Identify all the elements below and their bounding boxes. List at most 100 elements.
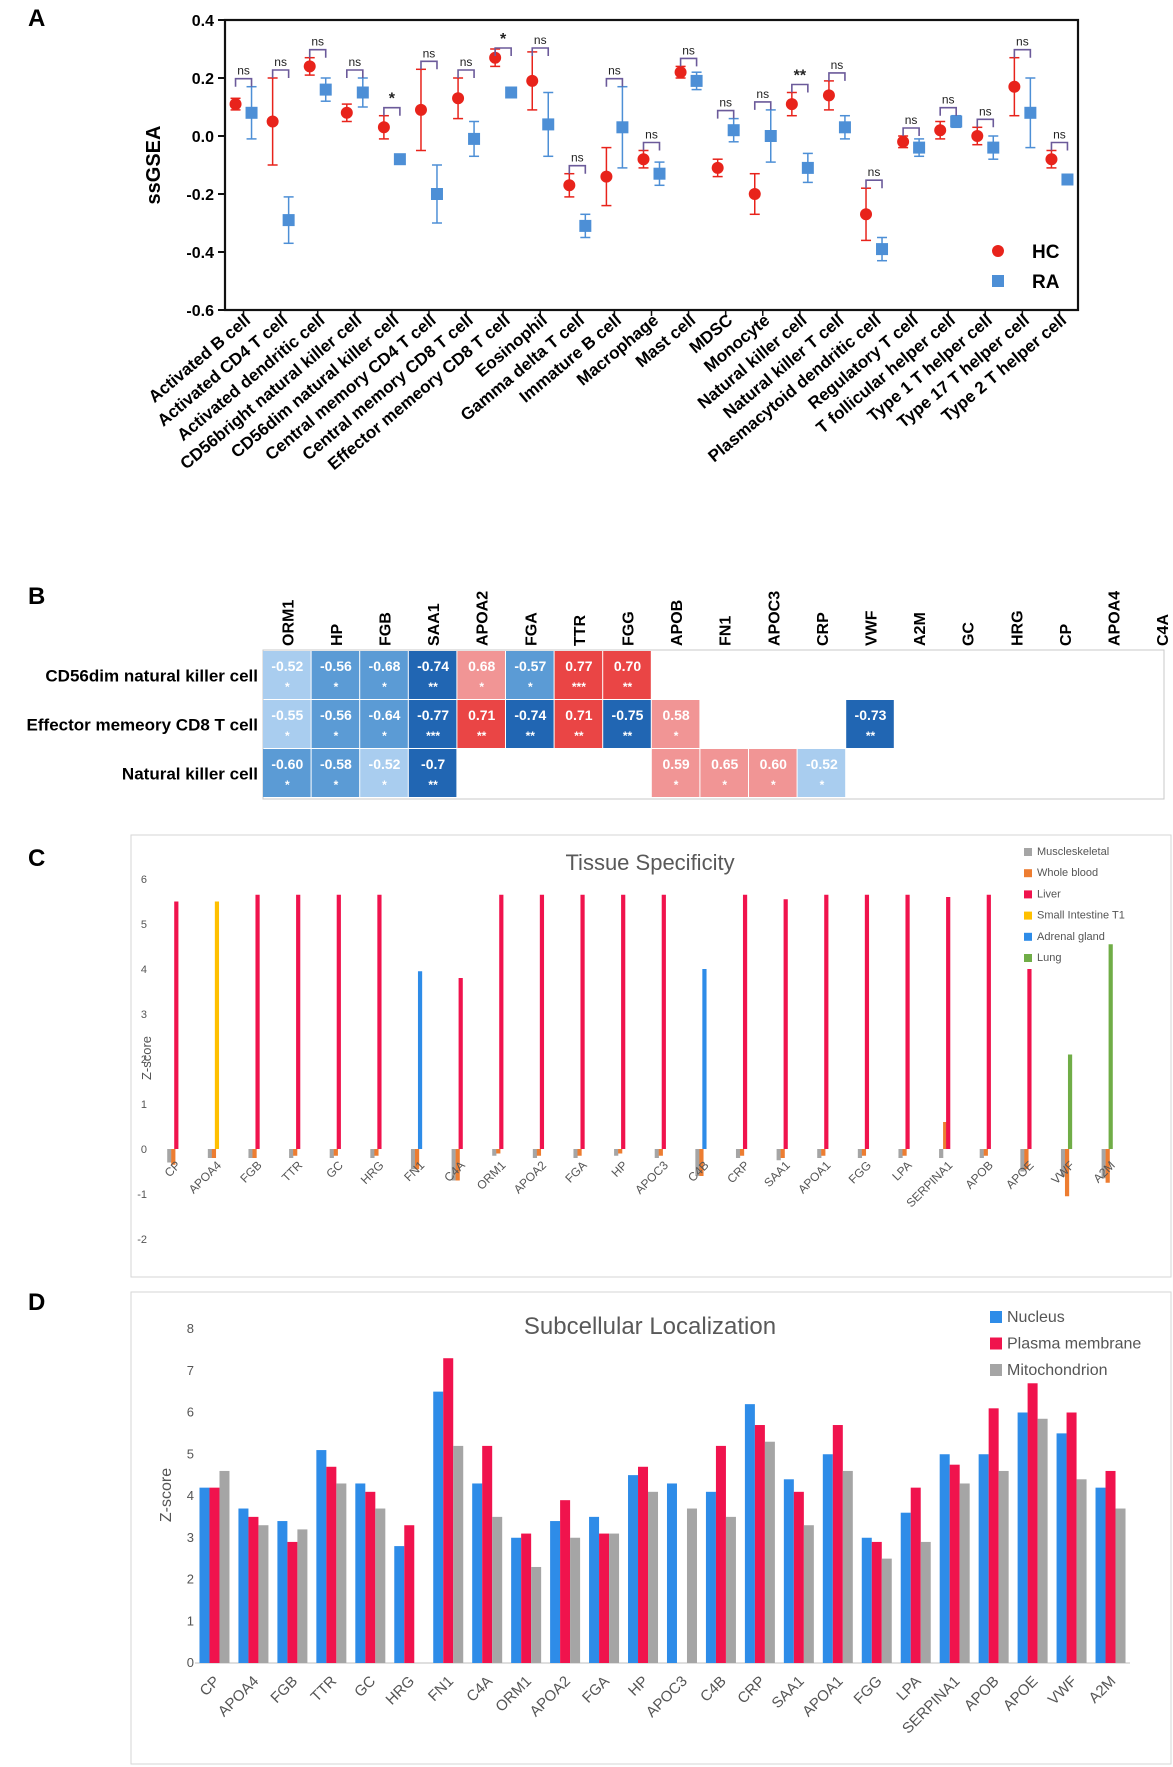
heatmap-cell (554, 651, 603, 699)
bar-whole-blood (577, 1149, 582, 1156)
bar-plasma-membrane (871, 1541, 882, 1663)
bar-nucleus (1095, 1487, 1106, 1663)
y-axis-title: Z-score (139, 1036, 154, 1080)
heatmap-cell (311, 700, 360, 748)
significance-label: ns (460, 55, 473, 69)
hc-point (711, 161, 724, 174)
heatmap-cell-significance: * (334, 729, 339, 743)
significance-label: ** (794, 68, 807, 85)
bar-plasma-membrane (754, 1425, 765, 1663)
significance-bracket (531, 47, 550, 56)
significance-bracket (234, 77, 253, 87)
heatmap-cell (360, 749, 408, 797)
significance-bracket (605, 77, 624, 87)
significance-label: ns (868, 165, 881, 179)
significance-label: ns (979, 104, 992, 118)
heatmap-cell (360, 651, 408, 699)
bar-mitochondrion (258, 1525, 269, 1663)
significance-bracket (383, 106, 401, 116)
y-axis-title: Z-score (158, 1468, 175, 1522)
bar-whole-blood (943, 1122, 948, 1149)
heatmap-column-label: APOA4 (1107, 591, 1124, 646)
heatmap-cell-value: 0.58 (662, 707, 689, 723)
bar-plasma-membrane (1027, 1383, 1038, 1663)
y-tick-label: 0.2 (192, 71, 214, 88)
bar-muscleskeletal (1060, 1149, 1066, 1176)
legend-ra-label: RA (1032, 272, 1060, 293)
significance-bracket (1013, 48, 1032, 58)
bar-plasma-membrane (1105, 1470, 1116, 1663)
legend-swatch (990, 1337, 1002, 1350)
bar-plasma-membrane (248, 1516, 259, 1663)
hc-point (266, 115, 279, 128)
bar-mitochondrion (297, 1529, 308, 1663)
bar-plasma-membrane (715, 1445, 726, 1663)
bar-whole-blood (1105, 1149, 1110, 1183)
hc-point (934, 124, 947, 137)
bar-whole-blood (333, 1149, 338, 1156)
heatmap-cell (506, 651, 554, 699)
panel-b-heatmap: ORM1 HP FGB SAA1 APOA2 FGA TTR FGG APOB FN1 APOC3 C… (27, 591, 1172, 800)
bar-mitochondrion (686, 1508, 697, 1663)
bar-nucleus (900, 1512, 911, 1663)
heatmap-column-label: FGG (621, 611, 638, 646)
bar-mitochondrion (453, 1445, 464, 1663)
bar-mitochondrion (998, 1470, 1009, 1663)
bar-muscleskeletal (207, 1149, 213, 1158)
bar-whole-blood (658, 1149, 663, 1156)
heatmap-cell (263, 700, 311, 748)
heatmap-cell-significance: ** (428, 680, 438, 694)
heatmap-cell-significance: ** (428, 778, 438, 792)
heatmap-cell-significance: ** (526, 729, 536, 743)
heatmap-column-label: HP (329, 623, 346, 646)
significance-label: ns (274, 55, 287, 69)
bar-muscleskeletal (939, 1149, 944, 1158)
heatmap-column-label: C4A (1155, 614, 1172, 646)
bar-small-intestine-t1 (214, 901, 220, 1149)
y-tick-label: -1 (137, 1189, 147, 1201)
heatmap-cell-significance: ** (866, 729, 876, 743)
hc-point (748, 188, 761, 200)
bar-adrenal-gland (417, 971, 423, 1149)
y-tick-label: 5 (141, 919, 147, 931)
legend-label: Liver (1037, 888, 1061, 900)
significance-label: ns (645, 128, 658, 142)
bar-nucleus (783, 1479, 794, 1663)
bar-liver (580, 894, 585, 1149)
significance-bracket (420, 60, 438, 70)
heatmap-cell-value: -0.52 (806, 756, 838, 772)
heatmap-cell-value: -0.74 (417, 658, 449, 674)
significance-bracket (976, 118, 995, 128)
bar-plasma-membrane (404, 1525, 415, 1663)
heatmap-cell (749, 749, 797, 797)
ra-point (505, 86, 518, 99)
hc-point (340, 106, 353, 119)
bar-nucleus (628, 1475, 639, 1663)
legend-label: Muscleskeletal (1037, 846, 1109, 858)
bar-liver (1027, 969, 1032, 1149)
chart-frame (130, 834, 1172, 1278)
legend-ra-marker (992, 275, 1004, 287)
heatmap-column-label: CRP (815, 612, 832, 646)
legend-label: Plasma membrane (1007, 1336, 1141, 1353)
bar-nucleus (394, 1546, 405, 1663)
bar-whole-blood (699, 1149, 704, 1176)
bar-mitochondrion (531, 1566, 542, 1663)
bar-nucleus (472, 1483, 483, 1663)
hc-point (860, 208, 873, 221)
legend-label: Whole blood (1037, 867, 1098, 879)
bar-liver (296, 894, 301, 1149)
bar-plasma-membrane (832, 1425, 843, 1663)
heatmap-column-label: FGA (523, 612, 540, 646)
significance-label: ns (423, 46, 436, 60)
ra-point (653, 167, 666, 180)
legend-swatch (990, 1364, 1002, 1376)
bar-muscleskeletal (451, 1149, 456, 1181)
bar-plasma-membrane (560, 1500, 571, 1663)
bar-liver (824, 894, 829, 1149)
significance-bracket (642, 141, 661, 151)
hc-point (1008, 80, 1021, 93)
heatmap-cell-significance: ** (623, 729, 633, 743)
bar-liver (946, 897, 951, 1149)
